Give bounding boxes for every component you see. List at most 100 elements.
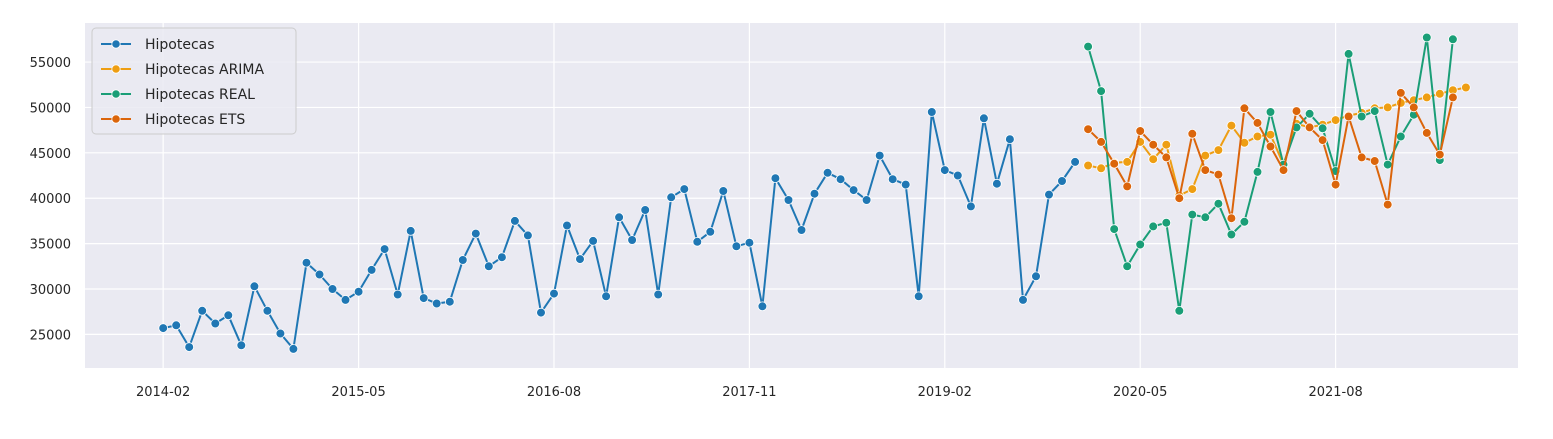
legend: Hipotecas Hipotecas ARIMA Hipotecas REAL Hi… (91, 27, 297, 135)
data-point (1187, 184, 1198, 194)
data-point (1435, 149, 1445, 160)
data-point (1122, 181, 1132, 192)
data-point (171, 320, 182, 331)
data-point (1291, 106, 1302, 116)
legend-label: Hipotecas (145, 37, 215, 53)
legend-label: Hipotecas ETS (145, 112, 245, 128)
data-point (1239, 103, 1250, 114)
data-point (1200, 165, 1211, 175)
data-point (757, 301, 768, 312)
data-point (1187, 129, 1198, 139)
data-point (1382, 199, 1393, 210)
y-tick-label: 50000 (30, 101, 71, 116)
data-point (1135, 239, 1145, 250)
data-point (1226, 120, 1237, 131)
series-hipotecas (158, 107, 1080, 354)
data-point (1096, 137, 1106, 147)
y-tick-label: 35000 (30, 238, 71, 253)
data-point (301, 257, 312, 268)
data-point (1213, 198, 1224, 209)
y-tick-label: 55000 (30, 56, 71, 71)
x-tick-label: 2016-08 (527, 385, 581, 400)
data-point (1005, 134, 1015, 145)
data-point (1422, 92, 1432, 103)
data-point (822, 168, 833, 178)
data-point (536, 307, 546, 318)
data-point (1330, 179, 1341, 190)
x-tick-label: 2017-11 (722, 385, 776, 400)
data-point (1083, 124, 1093, 134)
data-point (379, 244, 390, 254)
data-point (1239, 217, 1250, 227)
data-point (470, 228, 481, 239)
data-point (1343, 49, 1354, 59)
data-point (783, 195, 794, 205)
data-point (1200, 212, 1211, 223)
data-point (1109, 158, 1119, 169)
series-hipotecas-real (1083, 32, 1458, 316)
data-point (431, 298, 442, 309)
data-point (1409, 102, 1419, 113)
data-point (210, 318, 221, 329)
legend-marker (111, 39, 121, 49)
data-point (1148, 154, 1158, 165)
data-point (1317, 123, 1328, 134)
data-point (1252, 167, 1263, 177)
data-point (1135, 126, 1145, 136)
x-tick-label: 2020-05 (1113, 385, 1167, 400)
data-point (575, 254, 585, 264)
data-point (1448, 34, 1458, 45)
data-point (1174, 305, 1185, 316)
data-point (1422, 128, 1432, 138)
data-point (1265, 141, 1276, 152)
data-point (444, 296, 455, 307)
data-point (483, 261, 494, 272)
legend-label: Hipotecas REAL (145, 87, 255, 103)
data-point (1422, 32, 1432, 43)
data-point (900, 179, 911, 190)
data-point (1435, 89, 1445, 99)
data-point (1096, 86, 1106, 96)
data-point (627, 235, 637, 245)
data-point (1252, 131, 1263, 142)
y-tick-label: 25000 (30, 328, 71, 343)
data-point (1122, 157, 1132, 167)
data-point (262, 305, 273, 316)
data-point (457, 255, 468, 265)
legend-box (91, 27, 297, 135)
data-point (601, 291, 611, 302)
data-point (314, 269, 325, 280)
y-tick-label: 40000 (30, 192, 71, 207)
data-point (184, 342, 195, 352)
data-point (1396, 88, 1406, 98)
data-point (1265, 107, 1276, 117)
data-point (653, 289, 663, 300)
data-point (340, 295, 351, 305)
axis-ticks: 25000 30000 35000 40000 45000 50000 55000 2014-… (30, 56, 1363, 400)
data-point (1057, 176, 1067, 186)
data-point (1161, 152, 1172, 163)
data-point (562, 220, 572, 231)
data-point (418, 293, 429, 303)
x-tick-label: 2015-05 (331, 385, 385, 400)
data-point (1252, 118, 1263, 128)
data-point (770, 173, 781, 184)
data-point (1122, 261, 1132, 272)
data-point (614, 212, 624, 223)
data-point (158, 323, 169, 333)
data-point (1109, 224, 1119, 234)
gridlines (85, 23, 1518, 368)
data-point (1213, 169, 1224, 180)
data-point (861, 195, 872, 205)
data-point (835, 174, 846, 185)
data-point (1018, 295, 1028, 305)
y-tick-label: 30000 (30, 283, 71, 298)
data-point (1356, 152, 1367, 163)
data-point (731, 241, 742, 252)
x-tick-label: 2021-08 (1308, 385, 1362, 400)
data-point (1044, 189, 1054, 200)
data-point (1448, 92, 1458, 103)
data-point (223, 310, 234, 321)
data-point (549, 288, 559, 299)
